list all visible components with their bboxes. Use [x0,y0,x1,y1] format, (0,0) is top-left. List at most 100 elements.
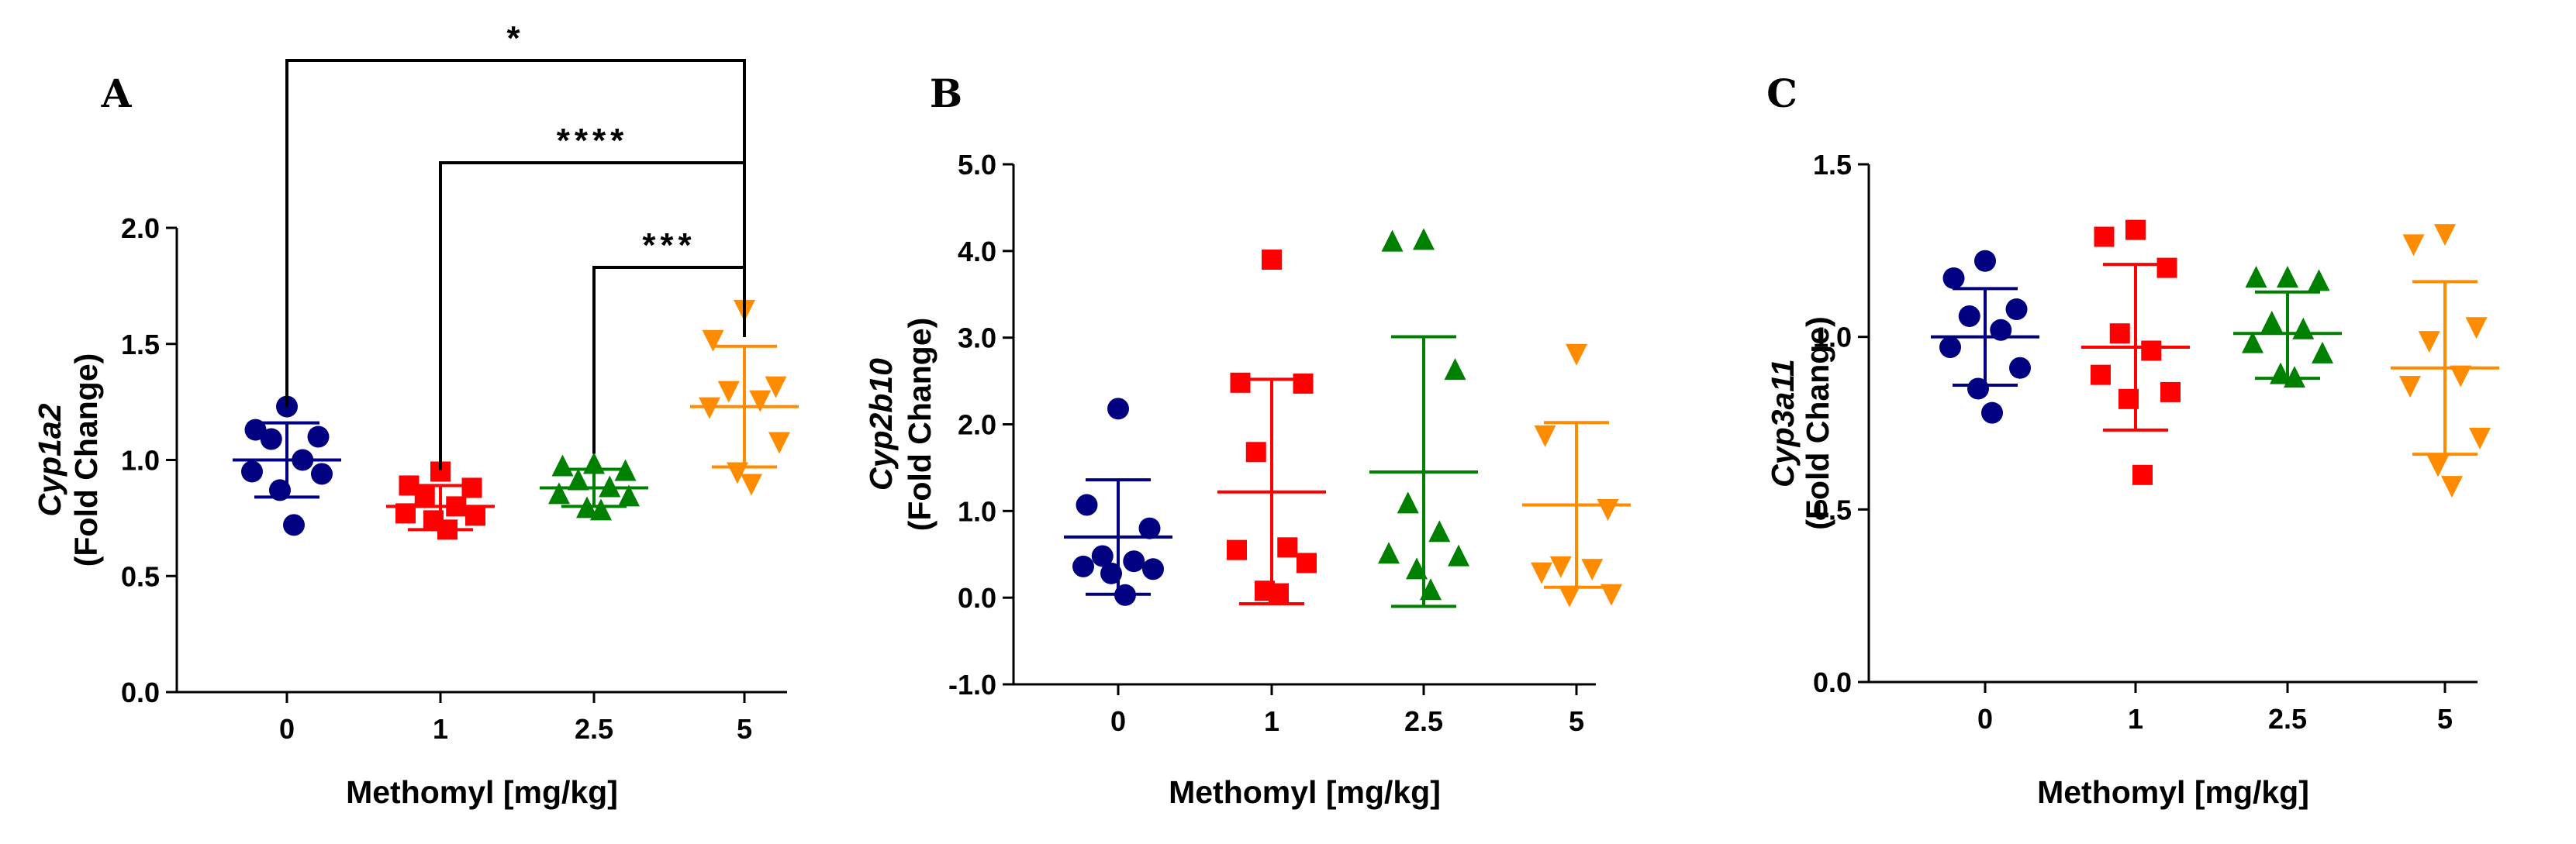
data-point [414,487,435,508]
series-1 [1217,250,1326,605]
series-0 [1931,250,2039,424]
data-point [1566,343,1587,366]
x-tick-label: 2.5 [1404,705,1443,737]
data-point [1107,398,1129,420]
y-tick-label: 2.0 [121,212,160,244]
data-point [311,463,333,485]
y-tick-label: 1.5 [121,329,160,360]
series-0 [1064,398,1172,606]
data-point [2141,340,2162,361]
data-point [1297,553,1317,574]
y-tick-label: 2.0 [958,409,996,441]
data-point [1958,305,1980,327]
series-2-5 [540,452,648,521]
y-axis-subtitle: (Fold Change) [902,318,938,532]
data-point [1227,539,1247,560]
y-tick-label: 0.0 [1813,667,1852,698]
data-point [741,474,762,496]
panel-letter: B [930,71,962,116]
data-point [548,482,570,505]
panel-letter: A [101,71,133,116]
x-tick-label: 1 [1264,705,1279,737]
y-tick-label: 0.0 [958,582,996,614]
x-tick-label: 5 [1569,705,1584,737]
data-point [1123,550,1145,573]
y-tick-label: 0.0 [121,677,160,708]
x-tick-label: 0 [1977,703,1993,735]
data-point [614,459,637,481]
data-point [2156,257,2177,278]
data-point [1942,267,1965,289]
data-point [2308,269,2330,291]
data-point [699,397,720,419]
panel-letter: C [1766,71,1797,116]
panel-b: B -1.0 0.0 1.0 2.0 3.0 4.0 5.0 0 1 2.5 5 Methomyl [m… [863,71,1631,810]
data-point [1378,542,1400,564]
data-point [2132,464,2153,485]
data-point [2469,427,2491,450]
significance-label: **** [557,122,629,160]
x-tick-label: 5 [737,713,752,745]
data-point [2118,388,2139,409]
data-point [1444,358,1466,381]
data-point [1967,377,1989,400]
data-point [1581,559,1604,581]
series-1 [2081,219,2190,485]
y-tick-label: 0.5 [121,560,160,592]
significance-label: * [506,19,524,57]
data-point [590,498,612,521]
data-point [2245,265,2267,288]
data-point [1448,544,1469,567]
x-tick-label: 1 [433,713,448,745]
panel-a: A 0.0 0.5 1.0 1.5 2.0 0 1 2.5 5 Methomyl [mg/kg] Cy… [32,19,799,810]
data-point [269,479,291,501]
data-point [2109,323,2130,344]
data-point [2260,310,2283,332]
data-point [395,503,416,524]
data-point [1072,555,1094,577]
data-point [765,376,787,398]
data-point [1100,562,1122,584]
y-tick-label: 1.5 [1813,149,1852,181]
series-2-5 [1369,228,1478,608]
data-point [1428,520,1451,543]
data-point [1277,537,1298,558]
data-point [2427,455,2449,477]
data-point [2292,317,2315,339]
data-point [1114,584,1136,606]
data-point [1601,584,1622,606]
y-tick-label: 1.0 [958,495,996,527]
series-2-5 [2233,265,2342,388]
x-tick-label: 0 [279,713,295,745]
x-axis-title: Methomyl [mg/kg] [2037,774,2309,810]
series-0 [233,395,341,536]
y-tick-label: 1.0 [1813,322,1852,353]
data-point [2312,341,2333,363]
data-point [1381,229,1404,252]
y-tick-label: 0.5 [1813,494,1852,525]
data-point [583,452,605,474]
series-5 [690,299,799,496]
x-axis-title: Methomyl [mg/kg] [1169,774,1441,810]
significance-bracket [285,59,746,408]
data-point [1245,442,1266,463]
y-tick-label: 4.0 [958,236,996,267]
data-point [1549,556,1572,578]
x-tick-label: 0 [1110,705,1126,737]
data-point [702,329,724,352]
y-tick-label: -1.0 [948,669,996,701]
data-point [2009,357,2031,379]
data-point [260,428,282,450]
data-point [1230,372,1251,393]
data-point [1597,498,1619,521]
data-point [1534,425,1556,447]
series-5 [2391,224,2499,498]
data-point [1091,545,1114,567]
data-point [241,460,263,483]
data-point [283,514,305,536]
data-point [1076,494,1098,516]
data-point [576,496,598,518]
data-point [1138,517,1161,539]
